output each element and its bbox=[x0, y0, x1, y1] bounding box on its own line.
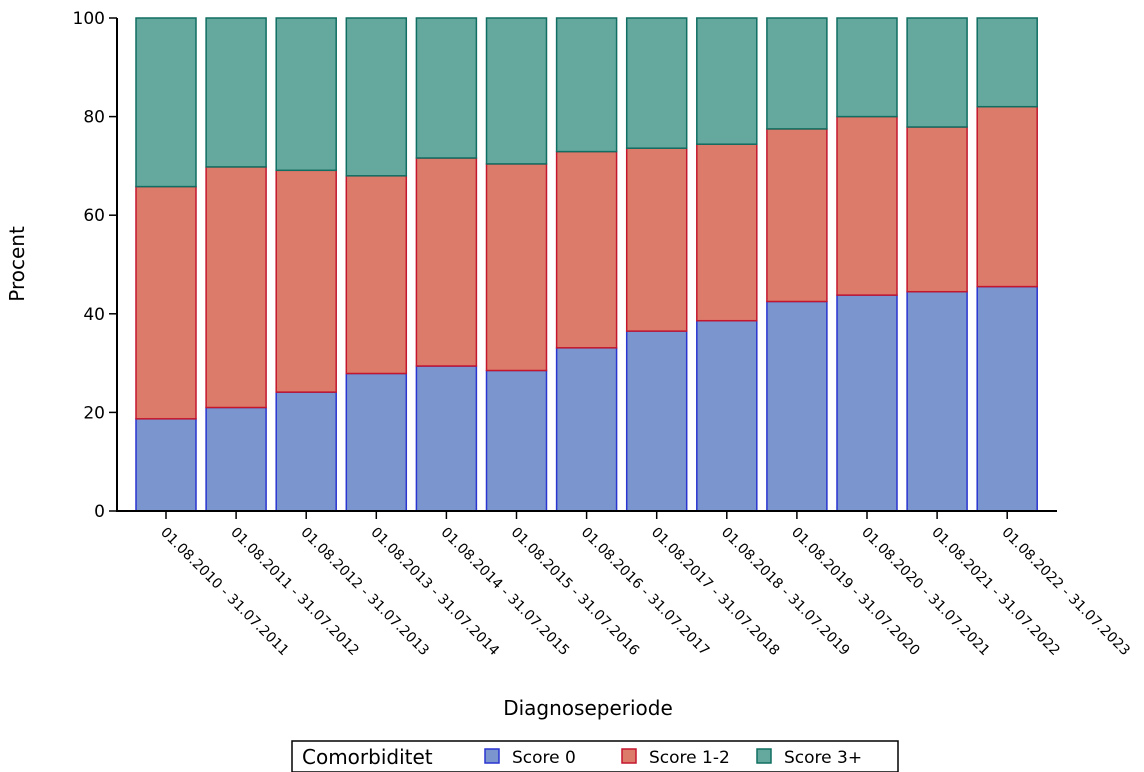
bar-segment bbox=[766, 17, 828, 130]
legend-entry-label: Score 3+ bbox=[784, 748, 862, 768]
bar-segment bbox=[766, 128, 828, 303]
bar-segment bbox=[696, 319, 758, 512]
bar-segment bbox=[836, 17, 898, 118]
bar-segment bbox=[135, 418, 197, 512]
bar-segment bbox=[345, 175, 408, 375]
legend-entry-label: Score 0 bbox=[512, 748, 576, 768]
bars-layer bbox=[135, 17, 1038, 512]
legend-swatch bbox=[756, 748, 772, 764]
legend-entry-label: Score 1-2 bbox=[649, 748, 730, 768]
bar-segment bbox=[275, 17, 337, 172]
bar-segment bbox=[976, 17, 1038, 108]
bar-segment bbox=[625, 330, 688, 512]
bar-segment bbox=[555, 347, 618, 512]
y-tick-label: 20 bbox=[83, 403, 105, 423]
x-axis-title: Diagnoseperiode bbox=[503, 696, 673, 720]
bar-segment bbox=[135, 17, 197, 188]
bar-segment bbox=[205, 166, 267, 409]
bar-segment bbox=[485, 163, 548, 372]
bar-segment bbox=[275, 391, 337, 512]
bar-segment bbox=[275, 169, 337, 393]
legend-swatch bbox=[484, 748, 500, 764]
legend-swatch bbox=[621, 748, 637, 764]
bar-segment bbox=[555, 17, 618, 153]
bar-segment bbox=[345, 372, 408, 512]
bar-segment bbox=[135, 185, 197, 420]
bar-segment bbox=[555, 150, 618, 349]
bar-segment bbox=[906, 126, 968, 293]
bar-segment bbox=[415, 157, 478, 367]
y-tick-label: 0 bbox=[94, 502, 105, 522]
bar-segment bbox=[345, 17, 408, 177]
bar-segment bbox=[415, 365, 478, 512]
y-axis-title: Procent bbox=[5, 226, 29, 302]
bar-segment bbox=[625, 17, 688, 149]
bar-segment bbox=[485, 17, 548, 165]
bar-segment bbox=[906, 17, 968, 128]
legend-frame bbox=[291, 740, 899, 772]
bar-segment bbox=[205, 17, 267, 168]
y-tick-label: 100 bbox=[73, 9, 105, 29]
bar-segment bbox=[485, 369, 548, 512]
legend: Comorbiditet Score 0 Score 1-2 Score 3+ bbox=[291, 740, 899, 772]
y-tick-label: 40 bbox=[83, 305, 105, 325]
bar-segment bbox=[906, 290, 968, 512]
bar-segment bbox=[976, 105, 1038, 288]
bar-segment bbox=[976, 285, 1038, 512]
y-tick-label: 80 bbox=[83, 108, 105, 128]
bar-segment bbox=[625, 147, 688, 332]
bar-segment bbox=[205, 406, 267, 512]
y-tick-label: 60 bbox=[83, 206, 105, 226]
bar-segment bbox=[766, 300, 828, 512]
bar-segment bbox=[836, 294, 898, 512]
bar-segment bbox=[696, 17, 758, 145]
bar-segment bbox=[696, 143, 758, 322]
bar-segment bbox=[836, 115, 898, 296]
bar-segment bbox=[415, 17, 478, 159]
legend-title: Comorbiditet bbox=[302, 745, 433, 769]
